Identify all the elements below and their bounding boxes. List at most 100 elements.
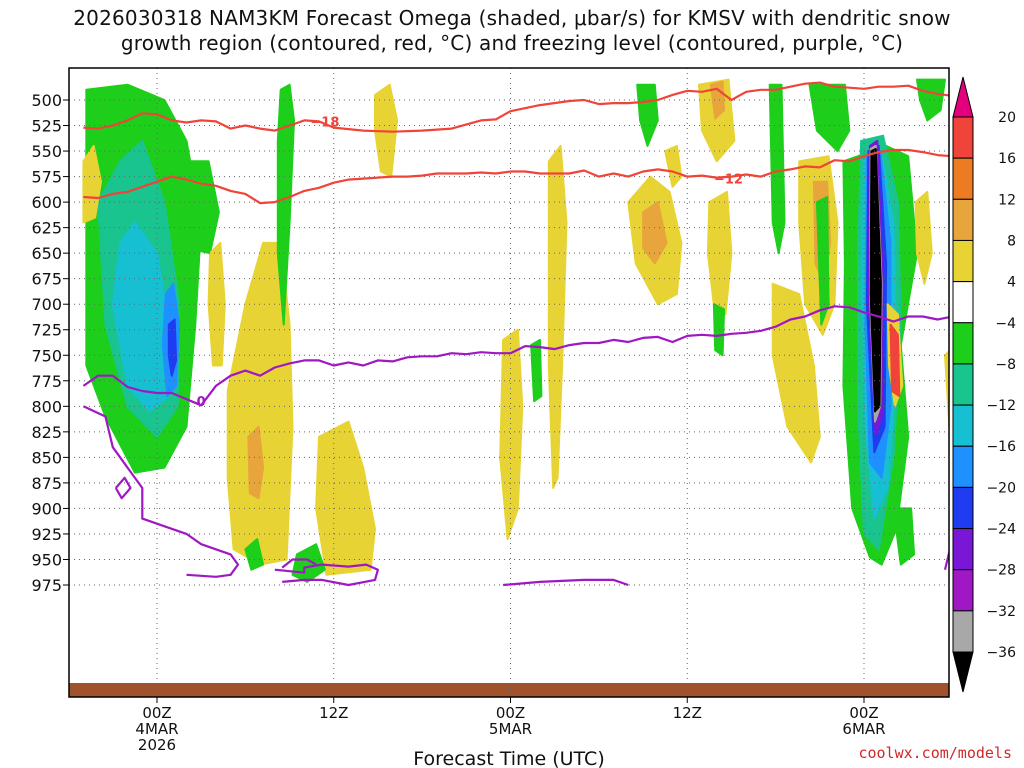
y-tick-label-700: 700	[31, 295, 62, 314]
colorbar-top-triangle	[952, 76, 974, 118]
site-credit[interactable]: coolwx.com/models	[858, 744, 1012, 762]
colorbar-bin-12	[952, 569, 974, 612]
omega-region-26	[771, 282, 821, 464]
x-tick-label-36-0: 12Z	[673, 704, 702, 722]
red-contour-label-1: −12	[714, 173, 743, 188]
colorbar-label-0: 20	[998, 110, 1016, 126]
ground-layer	[69, 683, 949, 697]
plot-frame	[68, 67, 950, 698]
colorbar-bin-1	[952, 116, 974, 159]
colorbar-bin-8	[952, 404, 974, 447]
colorbar-bin-7	[952, 363, 974, 406]
y-tick-label-550: 550	[31, 142, 62, 161]
colorbar-bin-11	[952, 528, 974, 571]
x-axis-label: Forecast Time (UTC)	[413, 748, 604, 768]
contour-labels: −18 −12 0	[197, 115, 743, 410]
y-tick-label-600: 600	[31, 193, 62, 212]
colorbar-label-12: −32	[986, 604, 1016, 620]
omega-region-30	[808, 83, 851, 153]
purple-contour-4	[281, 558, 317, 569]
colorbar-bin-3	[952, 198, 974, 241]
omega-region-7	[207, 241, 226, 367]
y-tick-label-575: 575	[31, 168, 62, 187]
y-tick-label-775: 775	[31, 372, 62, 391]
omega-region-19	[642, 201, 668, 265]
y-tick-label-825: 825	[31, 423, 62, 442]
colorbar-bin-10	[952, 486, 974, 530]
y-tick-label-850: 850	[31, 448, 62, 467]
omega-region-8	[226, 241, 294, 566]
red-contour-label-0: −18	[310, 115, 339, 130]
x-tick-label-0-0: 00Z	[142, 704, 171, 722]
purple-contour-6	[943, 548, 949, 570]
contour-lines	[82, 81, 949, 587]
y-tick-label-525: 525	[31, 117, 62, 136]
colorbar-label-3: 8	[1007, 233, 1016, 249]
pressure-axis: 500 525 550 575 600 625 650 675 700 725 750 775 800 8…	[31, 91, 69, 595]
colorbar-bin-2	[952, 157, 974, 200]
omega-region-10	[276, 83, 295, 326]
omega-region-21	[698, 78, 736, 163]
x-tick-label-48-0: 00Z	[849, 704, 878, 722]
omega-region-15	[499, 328, 524, 541]
omega-region-16	[547, 144, 568, 489]
omega-region-45	[530, 338, 543, 403]
x-tick-label-48-1: 6MAR	[842, 720, 885, 738]
omega-region-20	[664, 144, 683, 188]
colorbar: 20 16 12 8 4 −4 −8 −12 −16 −20 −24 −28 −32 −36	[952, 76, 1016, 693]
y-tick-label-675: 675	[31, 270, 62, 289]
colorbar-label-7: −12	[986, 398, 1016, 414]
omega-region-43	[944, 349, 949, 428]
y-tick-label-750: 750	[31, 346, 62, 365]
y-tick-label-900: 900	[31, 499, 62, 518]
omega-region-5	[82, 144, 102, 224]
colorbar-bottom-triangle	[952, 651, 974, 693]
omega-shading	[82, 78, 949, 583]
purple-contour-2	[114, 476, 132, 500]
purple-contour-label-0: 0	[197, 395, 206, 410]
colorbar-bin-9	[952, 445, 974, 488]
omega-region-42	[916, 78, 946, 122]
y-tick-label-925: 925	[31, 525, 62, 544]
x-tick-label-24-0: 00Z	[496, 704, 525, 722]
omega-region-9	[247, 425, 265, 500]
colorbar-bin-6	[952, 322, 974, 365]
colorbar-bin-5	[952, 281, 974, 324]
y-tick-label-875: 875	[31, 474, 62, 493]
omega-region-25	[712, 303, 726, 357]
colorbar-label-9: −20	[986, 480, 1016, 496]
omega-region-41	[914, 190, 933, 285]
omega-region-24	[768, 83, 786, 255]
y-tick-label-975: 975	[31, 576, 62, 595]
purple-contour-1	[82, 405, 240, 578]
colorbar-label-13: −36	[986, 645, 1016, 661]
chart-title-line2: growth region (contoured, red, °C) and f…	[120, 31, 904, 55]
y-tick-label-800: 800	[31, 397, 62, 416]
colorbar-label-11: −28	[986, 563, 1016, 579]
colorbar-bin-4	[952, 239, 974, 283]
colorbar-label-6: −8	[995, 357, 1016, 373]
y-tick-label-500: 500	[31, 91, 62, 110]
purple-contour-3	[274, 563, 379, 587]
colorbar-label-4: 4	[1007, 275, 1016, 291]
purple-contour-5	[503, 578, 629, 587]
omega-region-11	[244, 538, 265, 571]
y-tick-label-625: 625	[31, 219, 62, 238]
x-tick-label-0-1: 4MAR	[135, 720, 178, 738]
colorbar-label-5: −4	[995, 316, 1016, 332]
colorbar-label-8: −16	[986, 439, 1016, 455]
purple-contour-0	[82, 305, 949, 407]
red-contour-1	[83, 148, 949, 205]
omega-region-40	[889, 323, 901, 398]
y-tick-label-650: 650	[31, 244, 62, 263]
colorbar-label-10: −24	[986, 522, 1016, 538]
x-tick-label-24-1: 5MAR	[489, 720, 532, 738]
x-tick-label-0-2: 2026	[138, 736, 176, 754]
red-contour-0	[83, 81, 949, 133]
chart-title-line1: 2026030318 NAM3KM Forecast Omega (shaded…	[73, 6, 951, 30]
omega-region-12	[315, 420, 376, 576]
y-tick-label-950: 950	[31, 550, 62, 569]
colorbar-label-1: 16	[998, 151, 1016, 167]
